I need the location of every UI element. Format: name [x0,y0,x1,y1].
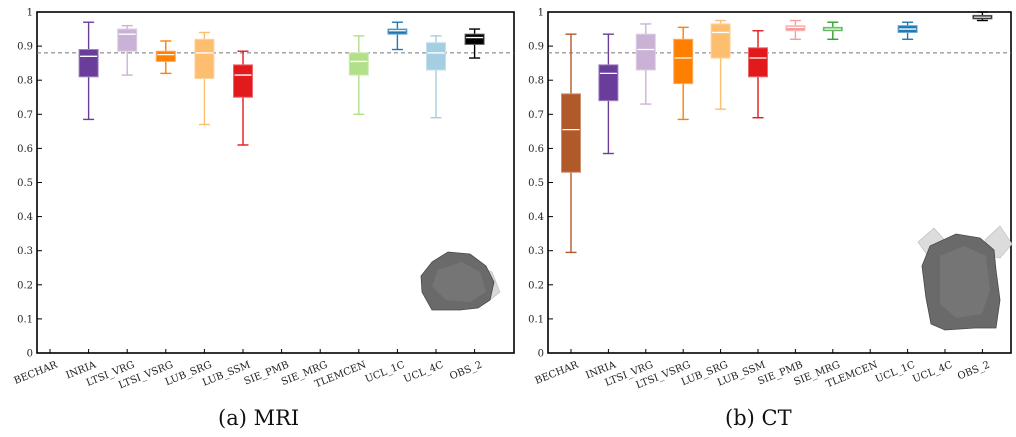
y-tick-label: 1 [538,8,544,19]
iqr-box [785,25,806,32]
box-inria [598,33,619,155]
box-lub-srg [710,19,731,110]
caption-mri: (a) MRI [218,406,300,430]
iqr-box [426,42,446,71]
y-tick-label: 0.4 [528,212,544,223]
iqr-box [348,52,369,76]
y-tick-label: 0.5 [17,178,33,189]
box-ltsi-vrg [117,24,138,76]
x-tick-label: UCL_1C [364,359,407,385]
box-ucl-1c [387,21,408,51]
y-tick-label: 0.3 [528,246,544,257]
y-tick-label: 1 [27,8,33,19]
x-tick-label: UCL_1C [874,359,917,385]
y-tick-label: 0.8 [528,76,544,87]
iqr-box [673,38,694,85]
y-tick-label: 0.9 [528,42,544,53]
box-lub-srg [194,31,215,126]
box-sie-mrg [822,21,843,40]
box-obs-2 [464,28,485,59]
iqr-box [748,47,768,78]
iqr-box [194,38,215,79]
iqr-box [561,93,581,173]
iqr-box [233,64,253,98]
x-tick-label: BECHAR [13,359,60,387]
iqr-box [155,50,176,62]
box-lub-ssm [233,50,253,146]
x-tick-label: BECHAR [534,359,581,387]
y-tick-label: 0.7 [17,110,33,121]
box-ucl-1c [897,21,918,40]
iqr-box [635,33,656,71]
x-tick-label: UCL_4C [402,359,445,385]
iqr-box [464,33,485,45]
iqr-box [117,28,138,52]
iqr-box [78,49,99,78]
x-tick-label: UCL_4C [911,359,954,385]
y-tick-label: 0.5 [528,178,544,189]
y-tick-label: 0.9 [17,42,33,53]
box-ltsi-vsrg [673,26,694,121]
heart-surface-image [917,225,1013,331]
box-lub-ssm [748,30,768,119]
box-ltsi-vsrg [155,40,176,75]
box-bechar [561,33,581,254]
box-sie-pmb [785,19,806,40]
box-ucl-4c [426,35,446,119]
y-tick-label: 0.7 [528,110,544,121]
y-tick-label: 0.3 [17,246,33,257]
iqr-box [387,28,408,35]
box-inria [78,21,99,121]
iqr-box [710,23,731,59]
y-tick-label: 0 [27,349,33,360]
y-tick-label: 0.1 [528,314,544,325]
y-tick-label: 0.6 [17,144,33,155]
y-tick-label: 0.2 [528,280,544,291]
x-tick-label: OBS_2 [956,360,991,383]
x-tick-label: OBS_2 [448,360,483,383]
heart-surface-image [420,251,501,311]
caption-ct: (b) CT [725,406,792,430]
y-tick-label: 0.6 [528,144,544,155]
y-tick-label: 0 [538,349,544,360]
box-tlemcen [348,35,369,116]
y-tick-label: 0.4 [17,212,33,223]
box-ltsi-vrg [635,23,656,105]
box-obs-2 [972,11,993,22]
y-tick-label: 0.2 [17,280,33,291]
iqr-box [598,64,619,102]
y-tick-label: 0.8 [17,76,33,87]
y-tick-label: 0.1 [17,314,33,325]
